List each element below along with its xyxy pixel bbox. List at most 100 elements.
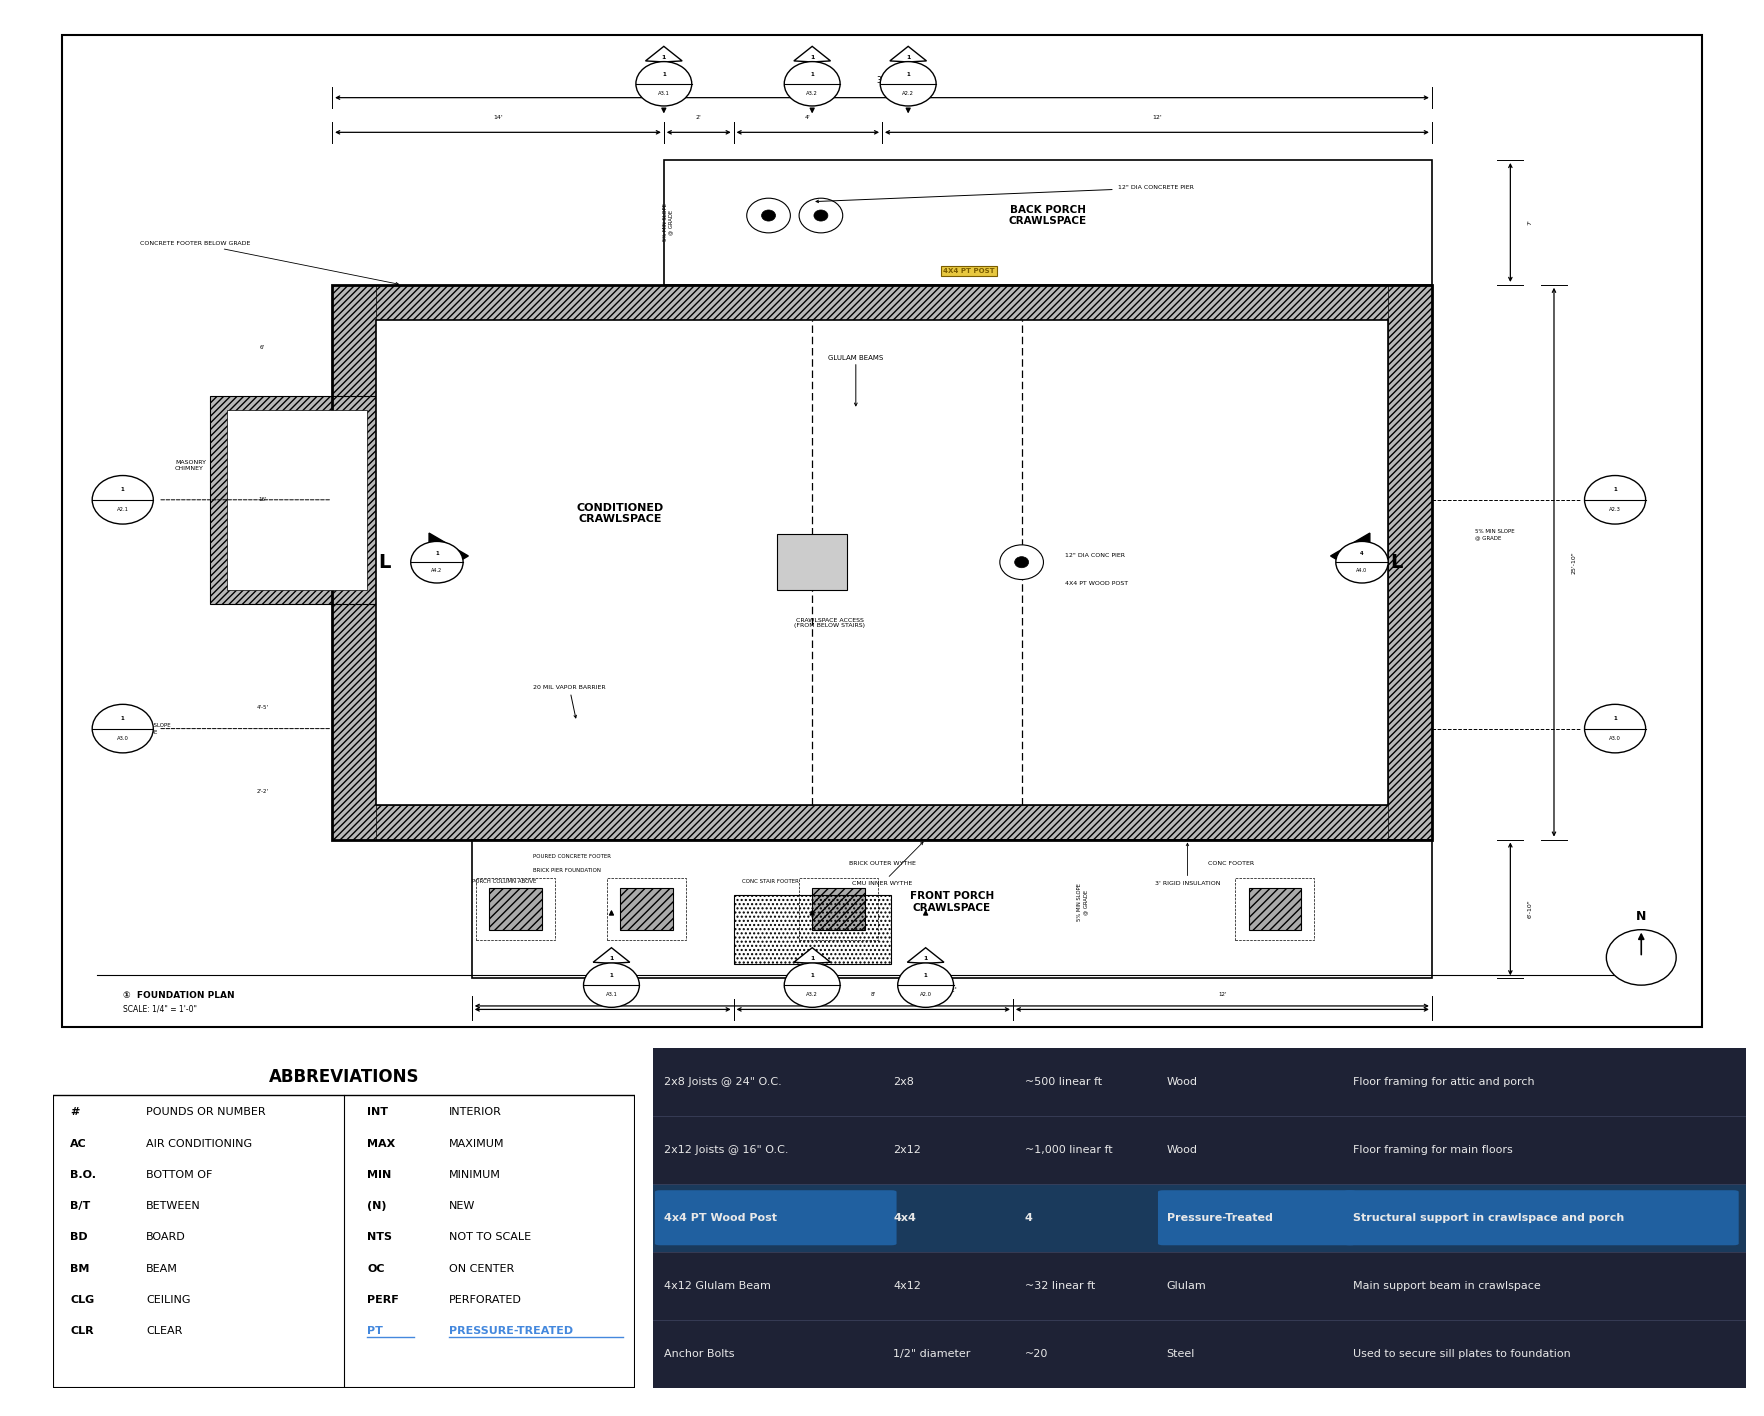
Bar: [811, 888, 864, 930]
Polygon shape: [907, 947, 944, 963]
Text: 1/2" diameter: 1/2" diameter: [893, 1348, 970, 1359]
Text: Wood: Wood: [1166, 1076, 1198, 1087]
Circle shape: [880, 62, 937, 106]
Text: PERF: PERF: [367, 1296, 399, 1306]
Text: SCALE: 1/4" = 1'-0": SCALE: 1/4" = 1'-0": [123, 1005, 198, 1014]
Text: MASONRY
CHIMNEY: MASONRY CHIMNEY: [175, 460, 206, 470]
Text: A2.0: A2.0: [919, 993, 931, 997]
Text: PORCH COLUMN ABOVE: PORCH COLUMN ABOVE: [471, 879, 536, 884]
Text: ON CENTER: ON CENTER: [448, 1263, 513, 1274]
Text: BETWEEN: BETWEEN: [146, 1201, 201, 1211]
Text: Wood: Wood: [1166, 1144, 1198, 1155]
Text: 5% MIN SLOPE
@ GRADE: 5% MIN SLOPE @ GRADE: [1475, 530, 1515, 539]
Text: 1: 1: [810, 72, 813, 76]
Text: BOTTOM OF: BOTTOM OF: [146, 1170, 212, 1180]
Circle shape: [1000, 545, 1044, 579]
Text: 1: 1: [1614, 716, 1618, 721]
Text: MINIMUM: MINIMUM: [448, 1170, 501, 1180]
Text: ~500 linear ft: ~500 linear ft: [1025, 1076, 1102, 1087]
Text: Floor framing for attic and porch: Floor framing for attic and porch: [1353, 1076, 1535, 1087]
Text: 1: 1: [1614, 487, 1618, 493]
Text: CONDITIONED
CRAWLSPACE: CONDITIONED CRAWLSPACE: [577, 503, 663, 524]
Text: A4.2: A4.2: [432, 568, 443, 573]
Text: 2': 2': [695, 115, 702, 120]
Text: 32': 32': [877, 76, 887, 85]
Text: 5% MIN SLOPE
@ GRADE: 5% MIN SLOPE @ GRADE: [663, 204, 674, 241]
FancyBboxPatch shape: [1344, 1191, 1739, 1245]
Circle shape: [584, 963, 639, 1007]
Text: CONCRETE FOOTER BELOW GRADE: CONCRETE FOOTER BELOW GRADE: [139, 241, 399, 285]
Text: INTERIOR: INTERIOR: [448, 1107, 501, 1117]
Circle shape: [785, 963, 840, 1007]
Text: ①  FOUNDATION PLAN: ① FOUNDATION PLAN: [123, 991, 235, 1000]
Text: 4'-5': 4'-5': [256, 705, 268, 711]
Circle shape: [1584, 476, 1646, 524]
Text: A3.0: A3.0: [116, 736, 129, 742]
Text: Anchor Bolts: Anchor Bolts: [663, 1348, 734, 1359]
Bar: [332, 285, 1432, 320]
Text: PERFORATED: PERFORATED: [448, 1296, 522, 1306]
Text: 1: 1: [907, 72, 910, 76]
Bar: [210, 396, 385, 603]
Text: BD: BD: [71, 1232, 88, 1242]
Text: FRONT PORCH
CRAWLSPACE: FRONT PORCH CRAWLSPACE: [910, 891, 993, 913]
Circle shape: [898, 963, 954, 1007]
Polygon shape: [646, 47, 683, 62]
Circle shape: [785, 62, 840, 106]
Text: ~32 linear ft: ~32 linear ft: [1025, 1280, 1095, 1291]
Text: A2.3: A2.3: [1609, 507, 1621, 513]
Text: NTS: NTS: [367, 1232, 392, 1242]
Circle shape: [92, 476, 153, 524]
Text: A3.2: A3.2: [806, 91, 818, 96]
Text: A3.1: A3.1: [605, 993, 617, 997]
Bar: [471, 840, 1432, 978]
Text: 1: 1: [923, 956, 928, 961]
Text: PT: PT: [367, 1327, 383, 1337]
Text: 1: 1: [810, 973, 813, 978]
Text: 5% MIN SLOPE
@ GRADE: 5% MIN SLOPE @ GRADE: [132, 724, 171, 733]
Text: NEW: NEW: [448, 1201, 475, 1211]
Text: 12': 12': [598, 993, 607, 997]
Bar: [734, 895, 891, 964]
Text: MAX: MAX: [367, 1138, 395, 1148]
Text: (N): (N): [367, 1201, 386, 1211]
Text: L: L: [1390, 552, 1402, 572]
Text: A3.2: A3.2: [806, 993, 818, 997]
Text: 1: 1: [662, 72, 665, 76]
Text: BOARD: BOARD: [146, 1232, 185, 1242]
Text: CLEAR: CLEAR: [146, 1327, 182, 1337]
Text: 1: 1: [924, 973, 928, 978]
Bar: [376, 320, 1388, 804]
Text: 4: 4: [1025, 1212, 1032, 1223]
Text: 1: 1: [907, 55, 910, 59]
Text: L: L: [377, 552, 392, 572]
Text: MIN: MIN: [367, 1170, 392, 1180]
FancyBboxPatch shape: [654, 1191, 896, 1245]
Text: 12': 12': [1152, 115, 1162, 120]
Circle shape: [411, 541, 464, 583]
Circle shape: [1335, 541, 1388, 583]
Text: Steel: Steel: [1166, 1348, 1194, 1359]
FancyBboxPatch shape: [1157, 1191, 1357, 1245]
Text: A3.0: A3.0: [1609, 736, 1621, 742]
Text: 2x8: 2x8: [893, 1076, 914, 1087]
Text: 7': 7': [1528, 219, 1533, 225]
Text: Pressure-Treated: Pressure-Treated: [1166, 1212, 1272, 1223]
Bar: [607, 878, 686, 940]
Bar: [1235, 878, 1314, 940]
Text: 4: 4: [1360, 551, 1364, 556]
Text: ~20: ~20: [1025, 1348, 1048, 1359]
Text: CONC STAIR FOOTER: CONC STAIR FOOTER: [743, 879, 799, 884]
Text: AC: AC: [71, 1138, 86, 1148]
Text: 4X4 PT POST: 4X4 PT POST: [944, 268, 995, 273]
Text: POUNDS OR NUMBER: POUNDS OR NUMBER: [146, 1107, 266, 1117]
Text: GLULAM BEAMS: GLULAM BEAMS: [827, 355, 884, 406]
Text: Main support beam in crawlspace: Main support beam in crawlspace: [1353, 1280, 1540, 1291]
Text: 12': 12': [1219, 993, 1226, 997]
Bar: [653, 1184, 1746, 1252]
Bar: [778, 534, 847, 590]
Text: 4X4 PT WOOD POST: 4X4 PT WOOD POST: [1065, 581, 1129, 585]
Bar: [228, 409, 367, 590]
Text: 1: 1: [436, 551, 439, 556]
Bar: [1249, 888, 1300, 930]
